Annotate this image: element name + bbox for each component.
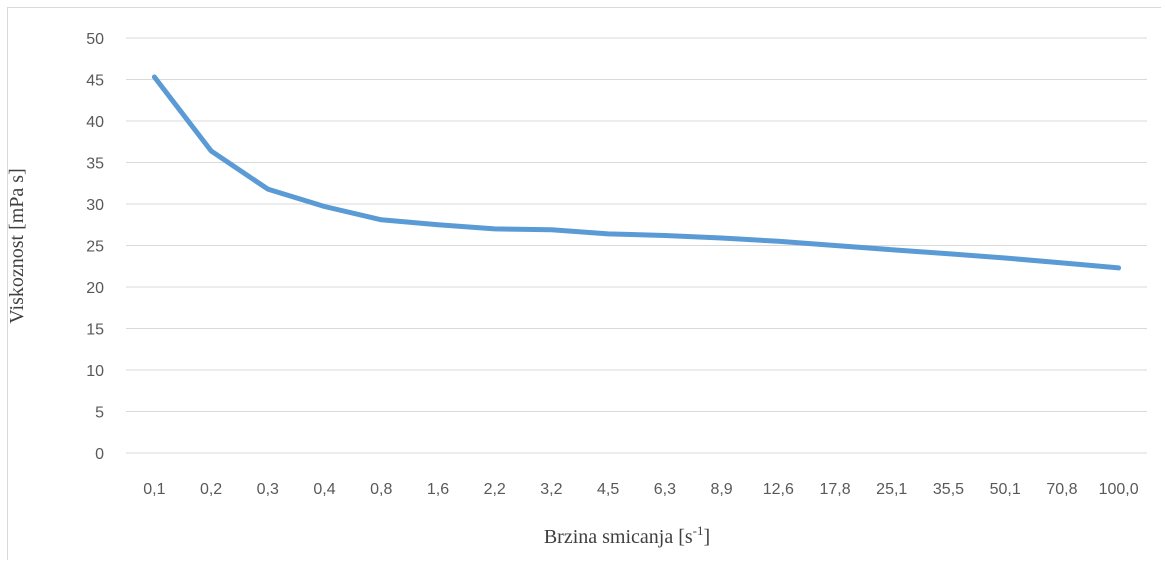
y-axis-title: Viskoznost [mPa s] <box>6 168 28 323</box>
y-tick-label: 50 <box>86 31 104 48</box>
x-tick-label: 1,6 <box>427 481 449 498</box>
x-tick-label: 0,3 <box>257 481 279 498</box>
x-tick-label: 70,8 <box>1046 481 1077 498</box>
series-line-viskoznost <box>151 74 1122 271</box>
chart-frame <box>7 7 1161 560</box>
y-tick-label: 20 <box>86 280 104 297</box>
y-axis-ticks: 0 5 10 15 20 25 30 35 40 45 50 <box>86 31 104 463</box>
x-axis-ticks: 0,1 0,2 0,3 0,4 0,8 1,6 2,2 3,2 4,5 6,3 8,9 12,6 17,… <box>143 481 1139 498</box>
y-tick-label: 15 <box>86 322 104 339</box>
x-axis-title-main: Brzina smicanja [s <box>544 526 693 548</box>
x-axis-title-suffix: ] <box>704 526 711 548</box>
x-axis-title-superscript: -1 <box>693 523 704 538</box>
y-tick-label: 45 <box>86 73 104 90</box>
y-tick-label: 30 <box>86 197 104 214</box>
x-tick-label: 0,4 <box>313 481 335 498</box>
x-tick-label: 50,1 <box>990 481 1021 498</box>
x-tick-label: 8,9 <box>710 481 732 498</box>
y-tick-label: 0 <box>95 446 104 463</box>
x-tick-label: 0,8 <box>370 481 392 498</box>
x-tick-label: 3,2 <box>540 481 562 498</box>
y-tick-label: 5 <box>95 405 104 422</box>
x-tick-label: 2,2 <box>484 481 506 498</box>
x-tick-label: 25,1 <box>876 481 907 498</box>
gridlines <box>126 37 1147 412</box>
y-tick-label: 35 <box>86 156 104 173</box>
x-tick-label: 35,5 <box>933 481 964 498</box>
x-tick-label: 6,3 <box>654 481 676 498</box>
x-tick-label: 0,1 <box>143 481 165 498</box>
x-axis-title: Brzina smicanja [s-1] <box>544 523 710 548</box>
x-tick-label: 4,5 <box>597 481 619 498</box>
x-tick-label: 17,8 <box>819 481 850 498</box>
y-tick-label: 10 <box>86 363 104 380</box>
y-tick-label: 40 <box>86 114 104 131</box>
x-tick-label: 12,6 <box>763 481 794 498</box>
x-tick-label: 0,2 <box>200 481 222 498</box>
y-tick-label: 25 <box>86 239 104 256</box>
x-tick-label: 100,0 <box>1099 481 1139 498</box>
